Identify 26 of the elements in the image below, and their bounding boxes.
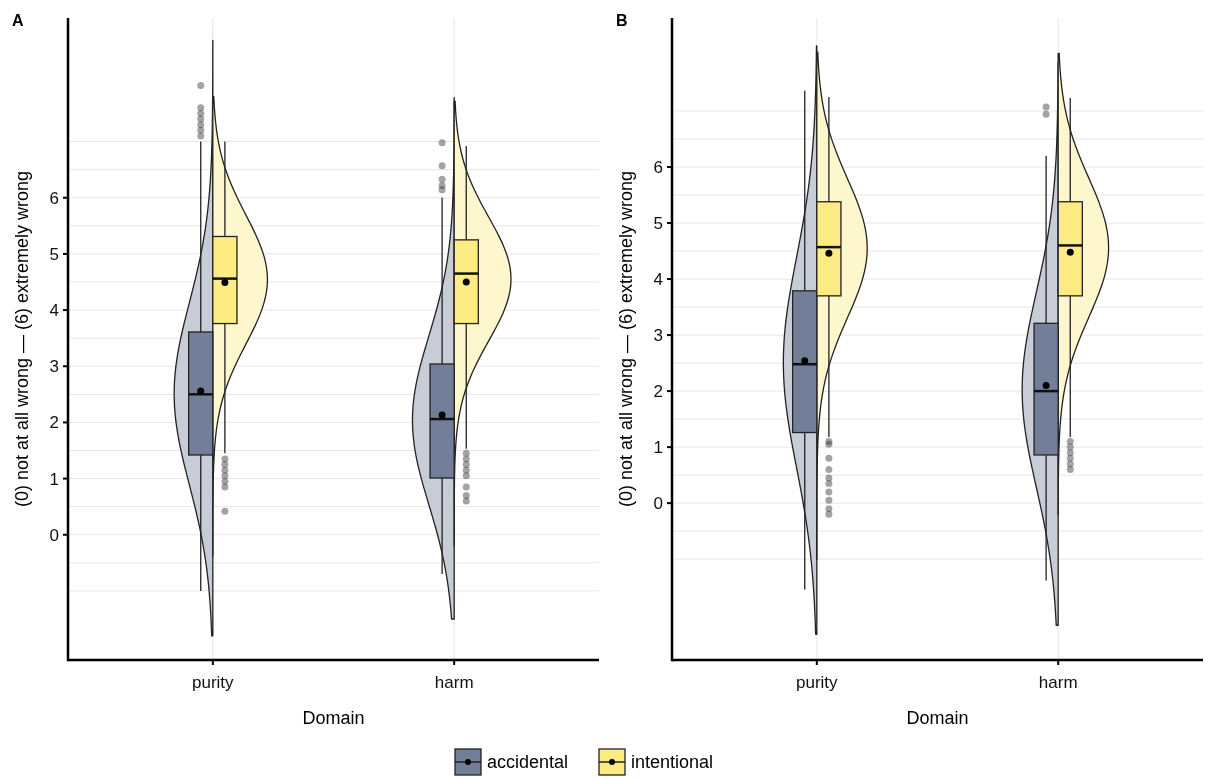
y-axis-title: (0) not at all wrong — (6) extremely wrong	[616, 170, 636, 508]
chart-title: A	[12, 12, 24, 29]
legend-label: intentional	[631, 752, 714, 773]
y-tick-label: 3	[49, 357, 59, 377]
x-tick-label: purity	[192, 673, 235, 692]
y-tick-label: 1	[653, 438, 663, 458]
y-tick-label: 5	[49, 244, 59, 264]
y-tick-label: 6	[653, 157, 663, 177]
y-tick-label: 4	[653, 270, 663, 290]
x-tick-label: harm	[1038, 673, 1078, 692]
x-axis-title: Domain	[906, 708, 969, 728]
chart-title: B	[616, 12, 628, 29]
y-tick-label: 0	[653, 494, 663, 514]
y-tick-label: 1	[49, 469, 59, 489]
x-tick-label: harm	[434, 673, 474, 692]
y-tick-label: 3	[653, 326, 663, 346]
y-tick-label: 2	[49, 413, 59, 433]
y-tick-label: 6	[49, 188, 59, 208]
y-axis-title: (0) not at all wrong — (6) extremely wrong	[12, 170, 32, 508]
x-axis-title: Domain	[302, 708, 365, 728]
x-tick-label: purity	[796, 673, 839, 692]
y-tick-label: 5	[653, 213, 663, 233]
y-tick-label: 2	[653, 382, 663, 402]
y-tick-label: 4	[49, 301, 59, 321]
legend-label: accidental	[487, 752, 569, 773]
y-tick-label: 0	[49, 525, 59, 545]
